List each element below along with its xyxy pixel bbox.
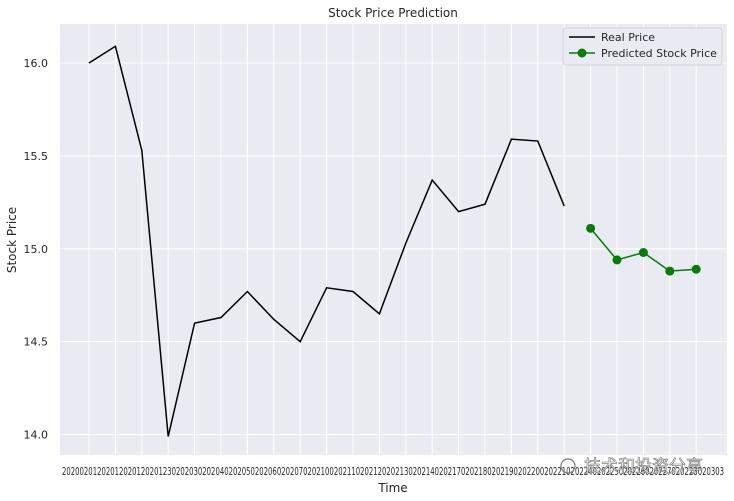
y-tick-label: 15.5 [24, 150, 49, 163]
wechat-icon [560, 458, 576, 474]
y-tick-label: 16.0 [24, 57, 49, 70]
series-markers [586, 223, 701, 276]
legend: Real Price Predicted Stock Price [562, 27, 723, 66]
legend-predicted-marker [577, 48, 587, 58]
y-tick-label: 14.5 [24, 336, 49, 349]
watermark: 技术和投资分享 [560, 457, 703, 477]
y-tick-label: 14.0 [24, 429, 49, 442]
y-axis-title: Stock Price [5, 207, 19, 273]
y-tick-labels: 14.0 14.5 15.0 15.5 16.0 [24, 57, 49, 442]
watermark-text: 技术和投资分享 [584, 457, 703, 477]
x-axis-title: Time [377, 481, 407, 495]
legend-real-price-label: Real Price [601, 31, 655, 44]
predicted-price-point [586, 223, 596, 233]
predicted-price-point [665, 266, 675, 276]
predicted-price-point [638, 248, 648, 258]
plot-background [60, 24, 727, 455]
chart-title: Stock Price Prediction [328, 6, 458, 20]
predicted-price-point [612, 255, 622, 265]
x-tick-labels: 2020020120201202012020123020203020204020… [62, 465, 724, 478]
legend-box [562, 27, 723, 66]
predicted-price-point [691, 264, 701, 274]
legend-predicted-label: Predicted Stock Price [601, 47, 717, 60]
y-tick-label: 15.0 [24, 243, 49, 256]
real-price-line [88, 45, 565, 437]
grid-lines [60, 24, 727, 455]
